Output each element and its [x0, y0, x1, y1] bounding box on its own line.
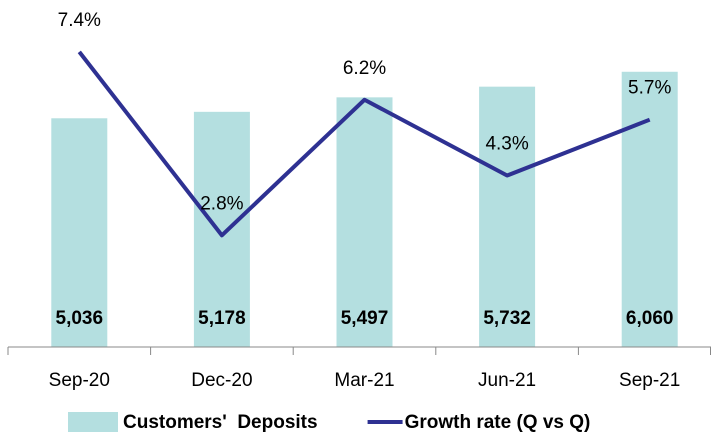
bar [51, 118, 108, 347]
x-tick-label: Mar-21 [334, 370, 394, 391]
bar [336, 97, 393, 348]
x-tick-label: Dec-20 [191, 370, 252, 391]
line-label: 6.2% [343, 58, 386, 79]
x-tick-label: Sep-21 [619, 370, 680, 391]
x-tick-label: Jun-21 [478, 370, 536, 391]
x-tick-label: Sep-20 [49, 370, 110, 391]
legend-label: Customers' Deposits [123, 412, 318, 433]
bar-label: 5,732 [483, 308, 531, 329]
line [77, 50, 651, 238]
bar [621, 71, 678, 348]
bar [193, 111, 250, 348]
bar-label: 5,497 [341, 308, 389, 329]
legend-label: Growth rate (Q vs Q) [405, 412, 591, 433]
line-label: 7.4% [58, 10, 101, 31]
bar-label: 5,036 [56, 308, 104, 329]
bar-label: 6,060 [626, 308, 674, 329]
legend-swatch [68, 412, 118, 432]
line-label: 5.7% [628, 78, 671, 99]
line-label: 4.3% [485, 134, 528, 155]
line-label: 2.8% [200, 193, 243, 214]
bar-label: 5,178 [198, 308, 246, 329]
bar [479, 86, 536, 348]
